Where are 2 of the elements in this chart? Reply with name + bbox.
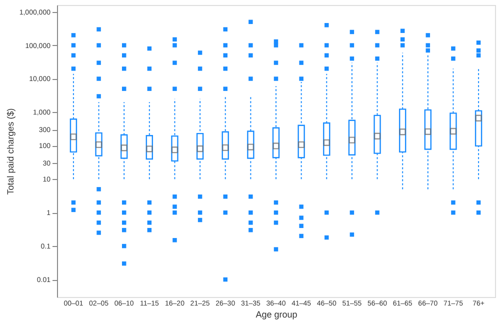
y-axis-title: Total paid charges ($): [5, 108, 16, 195]
x-axis-title: Age group: [256, 310, 298, 320]
